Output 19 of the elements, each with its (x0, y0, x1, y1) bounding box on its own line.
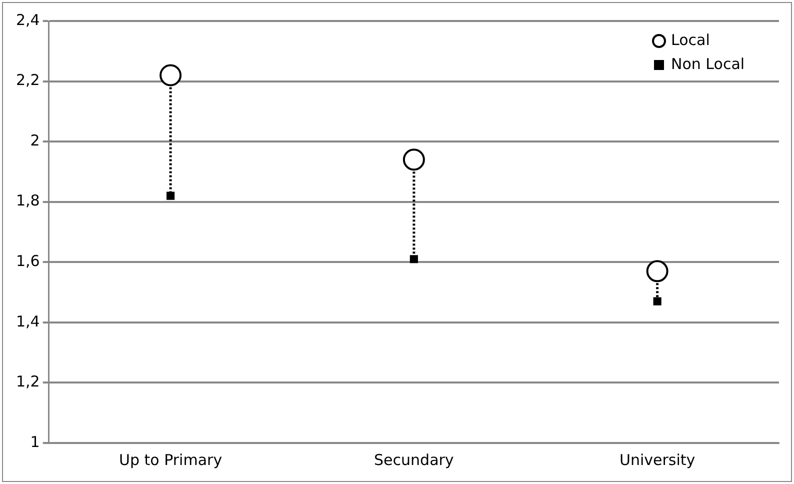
point (646, 260, 668, 282)
legend-label: Local (671, 30, 710, 49)
y-tick-label: 1,4 (16, 312, 40, 330)
y-tick-label: 1,6 (16, 252, 40, 270)
point (160, 64, 182, 86)
y-tick-label: 1,2 (16, 372, 40, 391)
point (410, 255, 418, 264)
y-tick-label: 1,8 (16, 192, 40, 210)
x-tick-label: University (619, 450, 696, 469)
y-tick-label: 1 (30, 432, 40, 451)
x-tick-label: Secundary (374, 450, 454, 469)
y-tick-label: 2,2 (16, 71, 40, 90)
point (166, 192, 175, 200)
point (402, 148, 425, 171)
legend-label: Non Local (671, 54, 745, 73)
x-tick-label: Up to Primary (119, 450, 222, 469)
y-tick-label: 2,4 (16, 10, 40, 29)
point (653, 297, 662, 306)
y-tick-label: 2 (30, 131, 40, 150)
